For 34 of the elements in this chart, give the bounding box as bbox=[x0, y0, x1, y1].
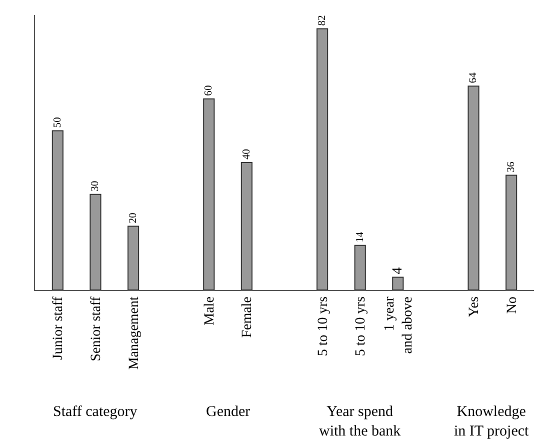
text: Staff category bbox=[53, 404, 138, 420]
bar bbox=[240, 162, 252, 290]
bar bbox=[128, 226, 140, 290]
x-tick-label: Female bbox=[240, 296, 256, 338]
x-tick-label: Male bbox=[202, 296, 218, 326]
x-tick-label: No bbox=[504, 296, 520, 314]
data-label: 30 bbox=[90, 180, 102, 192]
text: Knowledge in IT project bbox=[454, 404, 530, 440]
bar bbox=[506, 174, 518, 290]
data-label: 14 bbox=[354, 231, 366, 242]
bar bbox=[392, 276, 404, 290]
data-label: 50 bbox=[52, 117, 64, 128]
x-tick-label: Yes bbox=[467, 296, 482, 317]
bar bbox=[316, 28, 328, 290]
data-label: 20 bbox=[128, 212, 139, 224]
x-tick-label: Junior staff bbox=[51, 296, 66, 360]
data-label: 64 bbox=[468, 72, 480, 84]
x-tick-label: 1 year and above bbox=[382, 296, 416, 354]
bar bbox=[52, 130, 64, 290]
data-label: 4 bbox=[390, 267, 406, 274]
data-label: 36 bbox=[506, 162, 517, 172]
x-tick-label: 5 to 10 yrs bbox=[354, 296, 369, 356]
bar bbox=[90, 194, 102, 290]
data-label: 60 bbox=[204, 85, 215, 96]
x-tick-label: Management bbox=[126, 296, 142, 370]
bar bbox=[354, 244, 366, 290]
bar bbox=[468, 86, 480, 290]
x-tick-label: Senior staff bbox=[89, 296, 104, 362]
x-tick-label: 5 to 10 yrs bbox=[316, 296, 331, 356]
data-label: 40 bbox=[241, 148, 252, 160]
data-label: 82 bbox=[316, 15, 328, 26]
bar bbox=[203, 98, 215, 290]
text: Gender bbox=[206, 404, 250, 420]
text: Year spend with the bank bbox=[319, 404, 402, 440]
